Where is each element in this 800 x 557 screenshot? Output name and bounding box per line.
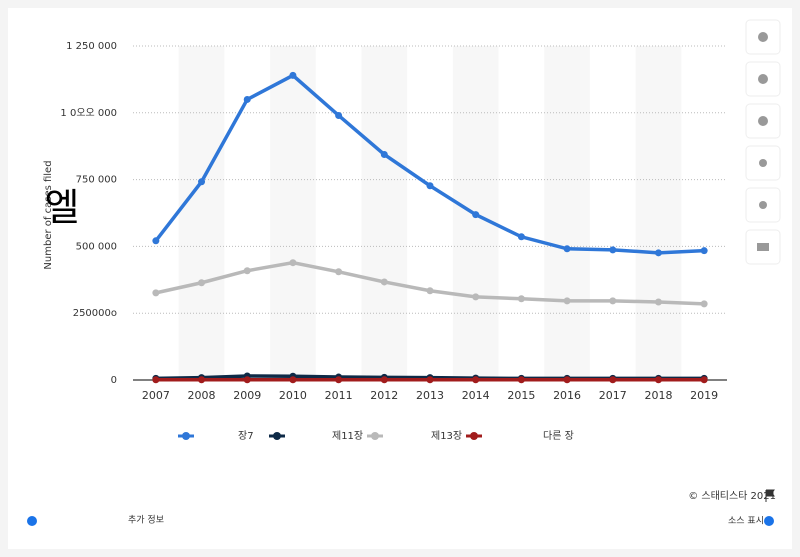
band xyxy=(178,46,225,380)
band xyxy=(361,46,408,380)
icon xyxy=(758,32,768,42)
point xyxy=(563,245,571,253)
point xyxy=(426,182,434,190)
point xyxy=(563,376,571,384)
icon xyxy=(759,159,767,167)
toolbar xyxy=(745,19,781,265)
legend-label: 제13장 xyxy=(431,430,462,442)
y-tick-label: 1 0오오 000 xyxy=(60,108,117,119)
point xyxy=(563,297,571,305)
point xyxy=(700,376,708,384)
icon xyxy=(757,243,769,251)
point xyxy=(380,376,388,384)
y-tick-label: 250000o xyxy=(73,308,117,319)
y-tick-label: 750 000 xyxy=(76,175,117,186)
x-tick-label: 2010 xyxy=(279,389,307,402)
legend-swatch-dot xyxy=(470,432,478,440)
point xyxy=(472,293,480,301)
y-tick-label: 0 xyxy=(111,375,117,386)
point xyxy=(517,376,525,384)
band xyxy=(635,46,682,380)
legend-swatch-dot xyxy=(273,432,281,440)
point xyxy=(198,178,206,186)
point xyxy=(654,376,662,384)
point xyxy=(380,150,388,158)
more-info[interactable]: 추가 정보 xyxy=(128,515,164,526)
band xyxy=(270,46,316,380)
point xyxy=(289,71,297,79)
info-icon[interactable] xyxy=(27,516,37,526)
point xyxy=(335,376,343,384)
x-tick-label: 2011 xyxy=(325,389,353,402)
x-tick-label: 2017 xyxy=(599,389,627,402)
x-tick-label: 2018 xyxy=(644,389,672,402)
x-tick-label: 2009 xyxy=(233,389,261,402)
overlay-text: 엘 xyxy=(45,186,80,230)
x-tick-label: 2007 xyxy=(142,389,170,402)
point xyxy=(700,300,708,308)
point xyxy=(609,376,617,384)
point xyxy=(380,278,388,286)
y-axis-label: Number of cases filed xyxy=(43,160,54,269)
point xyxy=(198,376,206,384)
legend-swatch-dot xyxy=(182,432,190,440)
x-tick-label: 2008 xyxy=(188,389,216,402)
point xyxy=(517,295,525,303)
y-tick-label: 500 000 xyxy=(76,241,117,252)
point xyxy=(426,376,434,384)
point xyxy=(289,259,297,267)
legend-label: 장7 xyxy=(238,430,254,442)
x-tick-label: 2013 xyxy=(416,389,444,402)
point xyxy=(472,376,480,384)
x-tick-label: 2015 xyxy=(507,389,535,402)
point xyxy=(335,111,343,119)
flag-icon xyxy=(765,489,775,502)
point xyxy=(289,376,297,384)
legend-swatch-dot xyxy=(371,432,379,440)
point xyxy=(426,287,434,295)
point xyxy=(335,268,343,276)
point xyxy=(654,249,662,257)
icon xyxy=(758,116,768,126)
point xyxy=(654,298,662,306)
source-icon[interactable] xyxy=(764,516,774,526)
point xyxy=(152,289,160,297)
point xyxy=(472,211,480,219)
y-tick-label: 1 250 000 xyxy=(66,41,117,52)
point xyxy=(243,267,251,275)
copyright: © 스태티스타 2021 xyxy=(688,490,776,502)
icon xyxy=(759,201,767,209)
point xyxy=(609,246,617,254)
icon xyxy=(758,74,768,84)
point xyxy=(700,247,708,255)
band xyxy=(544,46,590,380)
point xyxy=(198,279,206,287)
legend-label: 제11장 xyxy=(332,430,363,442)
point xyxy=(517,233,525,241)
x-tick-label: 2014 xyxy=(462,389,490,402)
point xyxy=(243,95,251,103)
x-tick-label: 2019 xyxy=(690,389,718,402)
show-source[interactable]: 소스 표시 xyxy=(728,516,764,527)
point xyxy=(152,376,160,384)
x-tick-label: 2016 xyxy=(553,389,581,402)
point xyxy=(152,237,160,245)
point xyxy=(609,297,617,305)
x-tick-label: 2012 xyxy=(370,389,398,402)
legend-label: 다른 장 xyxy=(543,430,574,442)
point xyxy=(243,376,251,384)
